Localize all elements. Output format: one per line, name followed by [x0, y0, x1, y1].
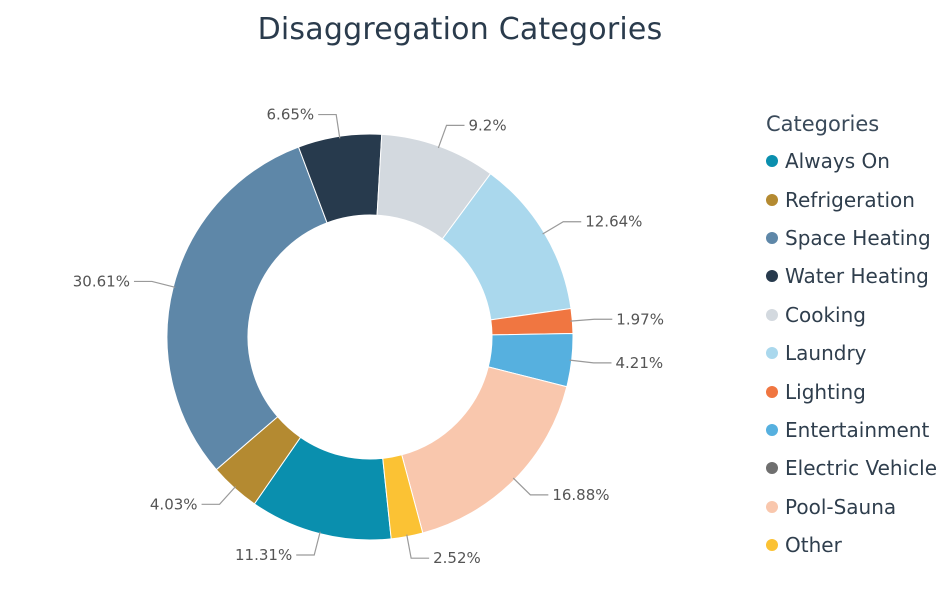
legend-swatch — [766, 155, 778, 168]
legend-label: Other — [785, 533, 842, 558]
legend-label: Water Heating — [785, 264, 929, 289]
legend-swatch — [766, 462, 778, 475]
leader-line — [569, 359, 612, 364]
data-label-water-heating: 6.65% — [267, 106, 315, 124]
legend-swatch — [766, 347, 778, 360]
legend-swatch — [766, 270, 778, 283]
legend-label: Entertainment — [785, 417, 930, 442]
legend-items: Always On Refrigeration Space Heating Water… — [766, 142, 937, 564]
leader-line — [512, 477, 549, 496]
legend-label: Always On — [785, 149, 890, 174]
legend-title: Categories — [766, 112, 880, 136]
legend-label: Refrigeration — [785, 187, 915, 212]
data-label-refrigeration: 4.03% — [150, 495, 198, 513]
legend-item-space-heating[interactable]: Space Heating — [766, 219, 937, 257]
leader-line — [318, 113, 341, 139]
legend-item-entertainment[interactable]: Entertainment — [766, 411, 937, 449]
leader-line — [296, 531, 321, 556]
data-label-laundry: 12.64% — [585, 213, 642, 231]
legend-swatch — [766, 231, 778, 244]
leader-line — [133, 280, 176, 288]
data-label-space-heating: 30.61% — [73, 272, 130, 290]
leader-line — [542, 221, 582, 235]
legend-item-pool-sauna[interactable]: Pool-Sauna — [766, 488, 937, 526]
legend: Categories Always On Refrigeration Space H… — [766, 112, 937, 564]
legend-label: Pool-Sauna — [785, 494, 897, 519]
leader-line — [201, 486, 237, 505]
data-label-entertainment: 4.21% — [616, 354, 664, 372]
data-label-other: 2.52% — [433, 549, 481, 567]
legend-label: Electric Vehicle — [785, 456, 937, 481]
legend-swatch — [766, 539, 778, 552]
legend-item-water-heating[interactable]: Water Heating — [766, 257, 937, 295]
legend-swatch — [766, 423, 778, 436]
leader-line — [406, 534, 430, 559]
legend-label: Lighting — [785, 379, 866, 404]
legend-item-laundry[interactable]: Laundry — [766, 334, 937, 372]
leader-line — [437, 124, 465, 149]
data-label-always-on: 11.31% — [235, 546, 292, 564]
legend-swatch — [766, 500, 778, 513]
legend-item-other[interactable]: Other — [766, 526, 937, 564]
data-label-cooking: 9.2% — [469, 116, 507, 134]
legend-item-always-on[interactable]: Always On — [766, 142, 937, 180]
legend-item-cooking[interactable]: Cooking — [766, 296, 937, 334]
chart-title: Disaggregation Categories — [257, 12, 663, 47]
legend-swatch — [766, 193, 778, 206]
legend-label: Cooking — [785, 302, 866, 327]
legend-item-electric-vehicle[interactable]: Electric Vehicle — [766, 449, 937, 487]
slice-pool-sauna[interactable] — [401, 366, 568, 534]
slice-space-heating[interactable] — [166, 146, 328, 471]
slice-other[interactable] — [382, 454, 424, 540]
data-label-pool-sauna: 16.88% — [552, 486, 609, 504]
leader-line — [570, 318, 613, 322]
data-label-lighting: 1.97% — [616, 310, 664, 328]
legend-label: Space Heating — [785, 225, 931, 250]
legend-swatch — [766, 385, 778, 398]
legend-item-refrigeration[interactable]: Refrigeration — [766, 180, 937, 218]
legend-item-lighting[interactable]: Lighting — [766, 372, 937, 410]
legend-label: Laundry — [785, 341, 867, 366]
legend-swatch — [766, 308, 778, 321]
